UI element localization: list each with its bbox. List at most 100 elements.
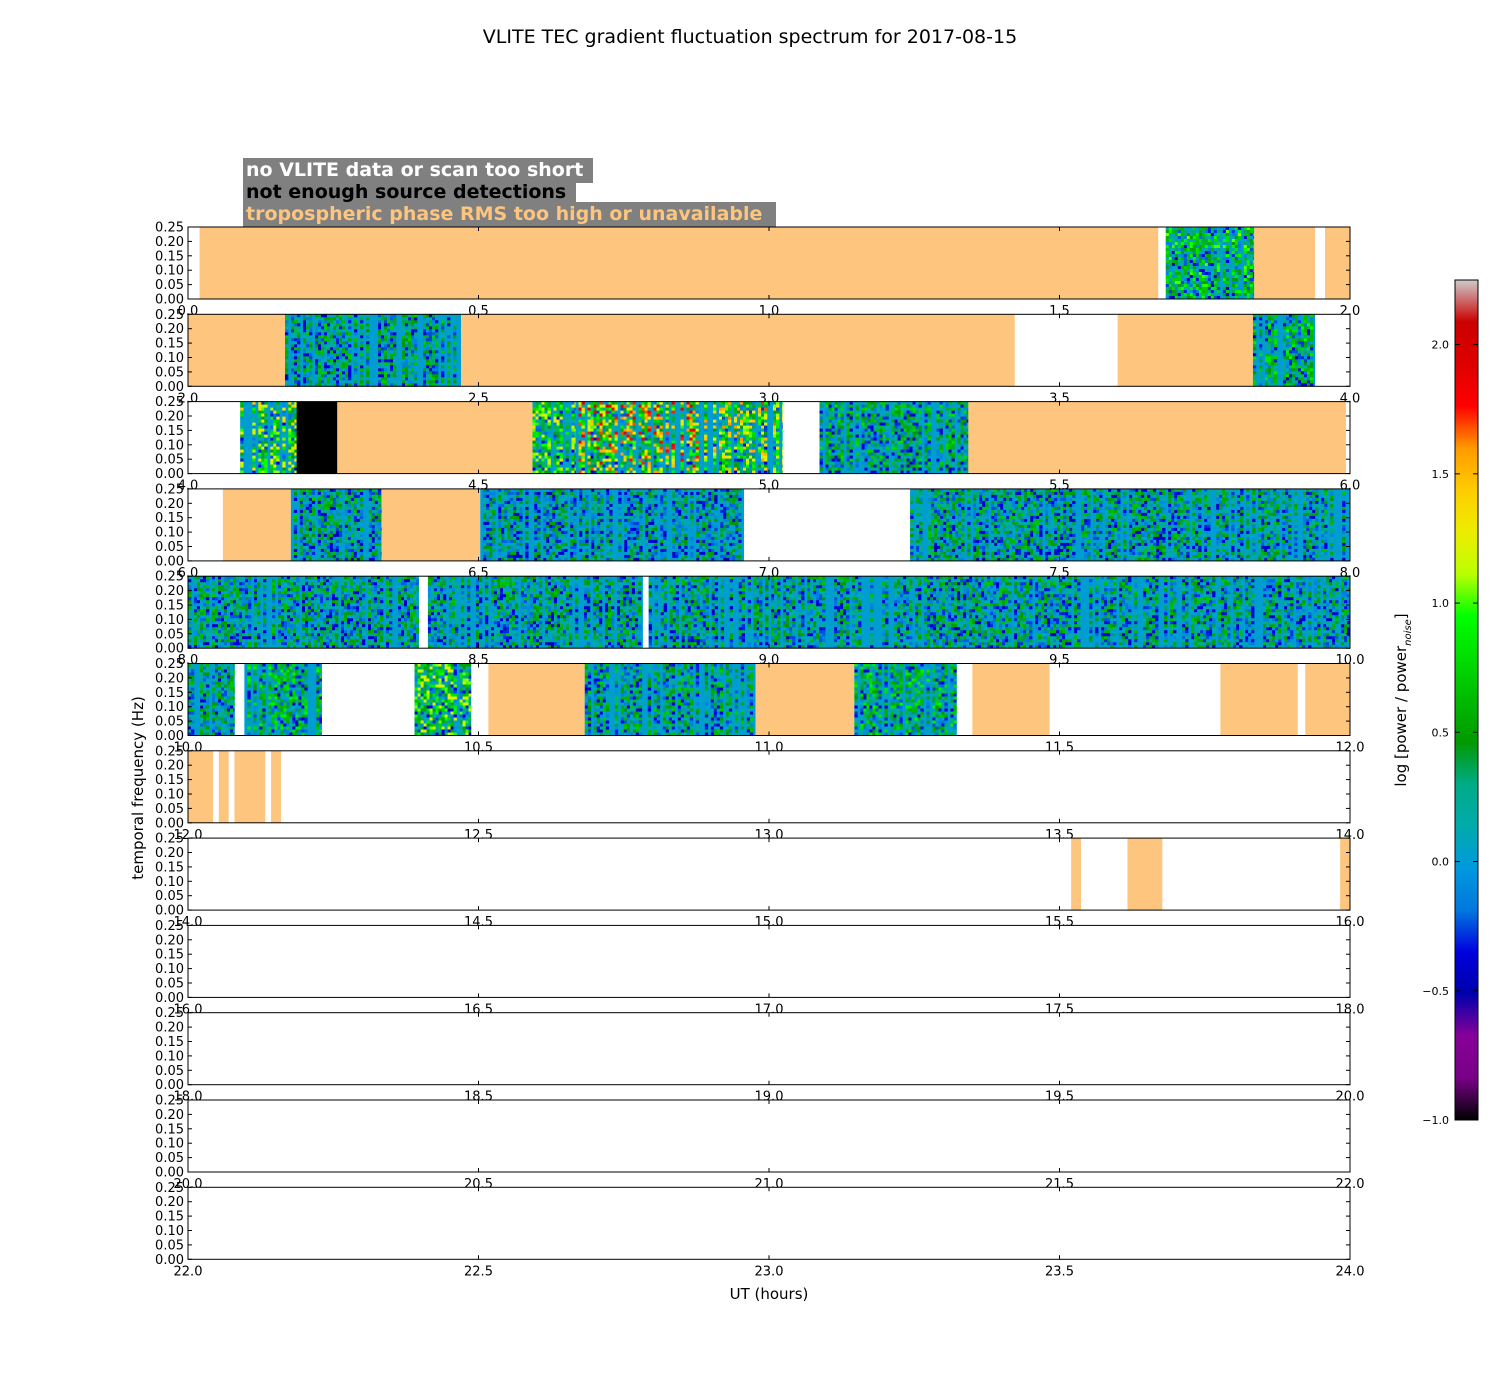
panel-stack: 0.000.050.100.150.200.250.0 0.5 1.0 1.5 2.00… (155, 221, 1364, 1280)
spectrum-segment (820, 402, 969, 474)
spectrum-panel: 0.000.050.100.150.200.258.0 8.5 9.0 9.5 10.0 (155, 570, 1364, 669)
spectrum-segment (585, 664, 756, 736)
colorbar-tick-label: 1.5 (1432, 468, 1450, 481)
tropo-segment (219, 751, 229, 823)
tropo-segment (223, 489, 291, 561)
spectrum-panel: 0.000.050.100.150.200.256.0 6.5 7.0 7.5 8.0 (155, 482, 1360, 581)
y-tick-label: 0.20 (155, 759, 184, 774)
y-tick-label: 0.15 (155, 1122, 184, 1137)
x-tick-label: 23.0 (755, 1264, 784, 1279)
x-tick-label: 22.5 (464, 1264, 493, 1279)
spectrum-segment (188, 664, 235, 736)
tropo-segment (381, 489, 480, 561)
spectrum-segment (480, 489, 744, 561)
tropo-segment (234, 751, 265, 823)
y-tick-label: 0.15 (155, 599, 184, 614)
spectrum-panel: 0.000.050.100.150.200.254.0 4.5 5.0 5.5 6.0 (155, 395, 1360, 494)
y-tick-label: 0.05 (155, 1064, 184, 1079)
spectrum-segment (188, 576, 419, 648)
tropo-segment (200, 227, 1159, 299)
y-tick-label: 0.05 (155, 365, 184, 380)
y-tick-label: 0.10 (155, 700, 184, 715)
y-tick-label: 0.05 (155, 715, 184, 730)
colorbar-tick-label: −0.5 (1422, 985, 1449, 998)
y-tick-label: 0.25 (155, 1094, 184, 1109)
y-tick-label: 0.15 (155, 686, 184, 701)
tropo-segment (1220, 664, 1297, 736)
spectrum-segment (244, 664, 322, 736)
tropo-segment (1118, 314, 1253, 386)
spectrum-segment (428, 576, 643, 648)
y-tick-label: 0.20 (155, 497, 184, 512)
y-tick-label: 0.10 (155, 962, 184, 977)
y-tick-label: 0.15 (155, 773, 184, 788)
spectrum-segment (1253, 314, 1315, 386)
y-tick-label: 0.25 (155, 482, 184, 497)
colorbar-tick-label: 1.0 (1432, 597, 1450, 610)
spectrum-segment (533, 402, 576, 474)
y-tick-label: 0.15 (155, 860, 184, 875)
y-tick-label: 0.15 (155, 948, 184, 963)
legend-label-no-data: no VLITE data or scan too short (246, 159, 583, 181)
y-tick-label: 0.15 (155, 249, 184, 264)
y-tick-label: 0.25 (155, 657, 184, 672)
tropo-segment (337, 402, 532, 474)
y-tick-label: 0.10 (155, 351, 184, 366)
spectrum-segment (285, 314, 461, 386)
tropo-segment (1340, 838, 1350, 910)
y-tick-label: 0.25 (155, 395, 184, 410)
y-tick-label: 0.25 (155, 221, 184, 236)
y-tick-label: 0.20 (155, 1021, 184, 1036)
y-tick-label: 0.20 (155, 846, 184, 861)
y-tick-label: 0.10 (155, 613, 184, 628)
y-tick-label: 0.10 (155, 1137, 184, 1152)
x-tick-label: 24.0 (1336, 1264, 1365, 1279)
y-tick-label: 0.15 (155, 1210, 184, 1225)
spectrum-panel: 0.000.050.100.150.200.252.0 2.5 3.0 3.5 4.0 (155, 308, 1360, 407)
spectrum-segment (759, 576, 1350, 648)
spectrum-panel: 0.000.050.100.150.200.250.0 0.5 1.0 1.5 2.0 (155, 221, 1360, 320)
colorbar-tick-label: 2.0 (1432, 339, 1450, 352)
tropo-segment (756, 664, 855, 736)
tropo-segment (461, 314, 1015, 386)
y-tick-label: 0.05 (155, 453, 184, 468)
spectrum-segment (415, 664, 472, 736)
tropo-segment (1325, 227, 1350, 299)
y-tick-label: 0.25 (155, 832, 184, 847)
tropo-segment (188, 314, 285, 386)
colorbar-tick-label: 0.5 (1432, 726, 1450, 739)
tropo-segment (488, 664, 584, 736)
y-tick-label: 0.20 (155, 584, 184, 599)
y-tick-label: 0.20 (155, 322, 184, 337)
y-axis-label: temporal frequency (Hz) (129, 696, 147, 880)
y-tick-label: 0.15 (155, 424, 184, 439)
y-tick-label: 0.25 (155, 1181, 184, 1196)
y-tick-label: 0.10 (155, 875, 184, 890)
y-tick-label: 0.05 (155, 1238, 184, 1253)
tropo-segment (1071, 838, 1081, 910)
y-tick-label: 0.25 (155, 570, 184, 585)
y-tick-label: 0.20 (155, 671, 184, 686)
y-tick-label: 0.10 (155, 1224, 184, 1239)
chart-title: VLITE TEC gradient fluctuation spectrum … (483, 26, 1017, 48)
y-tick-label: 0.25 (155, 744, 184, 759)
y-tick-label: 0.10 (155, 264, 184, 279)
y-tick-label: 0.20 (155, 1195, 184, 1210)
spectrum-segment (854, 664, 956, 736)
y-tick-label: 0.20 (155, 235, 184, 250)
y-tick-label: 0.25 (155, 1006, 184, 1021)
spectrum-segment (1166, 227, 1255, 299)
y-tick-label: 0.25 (155, 919, 184, 934)
tropo-segment (968, 402, 1346, 474)
y-tick-label: 0.10 (155, 526, 184, 541)
y-tick-label: 0.05 (155, 540, 184, 555)
spectrum-segment (910, 489, 1350, 561)
legend: no VLITE data or scan too short not enou… (243, 158, 776, 227)
spectrum-figure: VLITE TEC gradient fluctuation spectrum … (0, 0, 1500, 1400)
y-tick-label: 0.05 (155, 1151, 184, 1166)
y-tick-label: 0.05 (155, 977, 184, 992)
